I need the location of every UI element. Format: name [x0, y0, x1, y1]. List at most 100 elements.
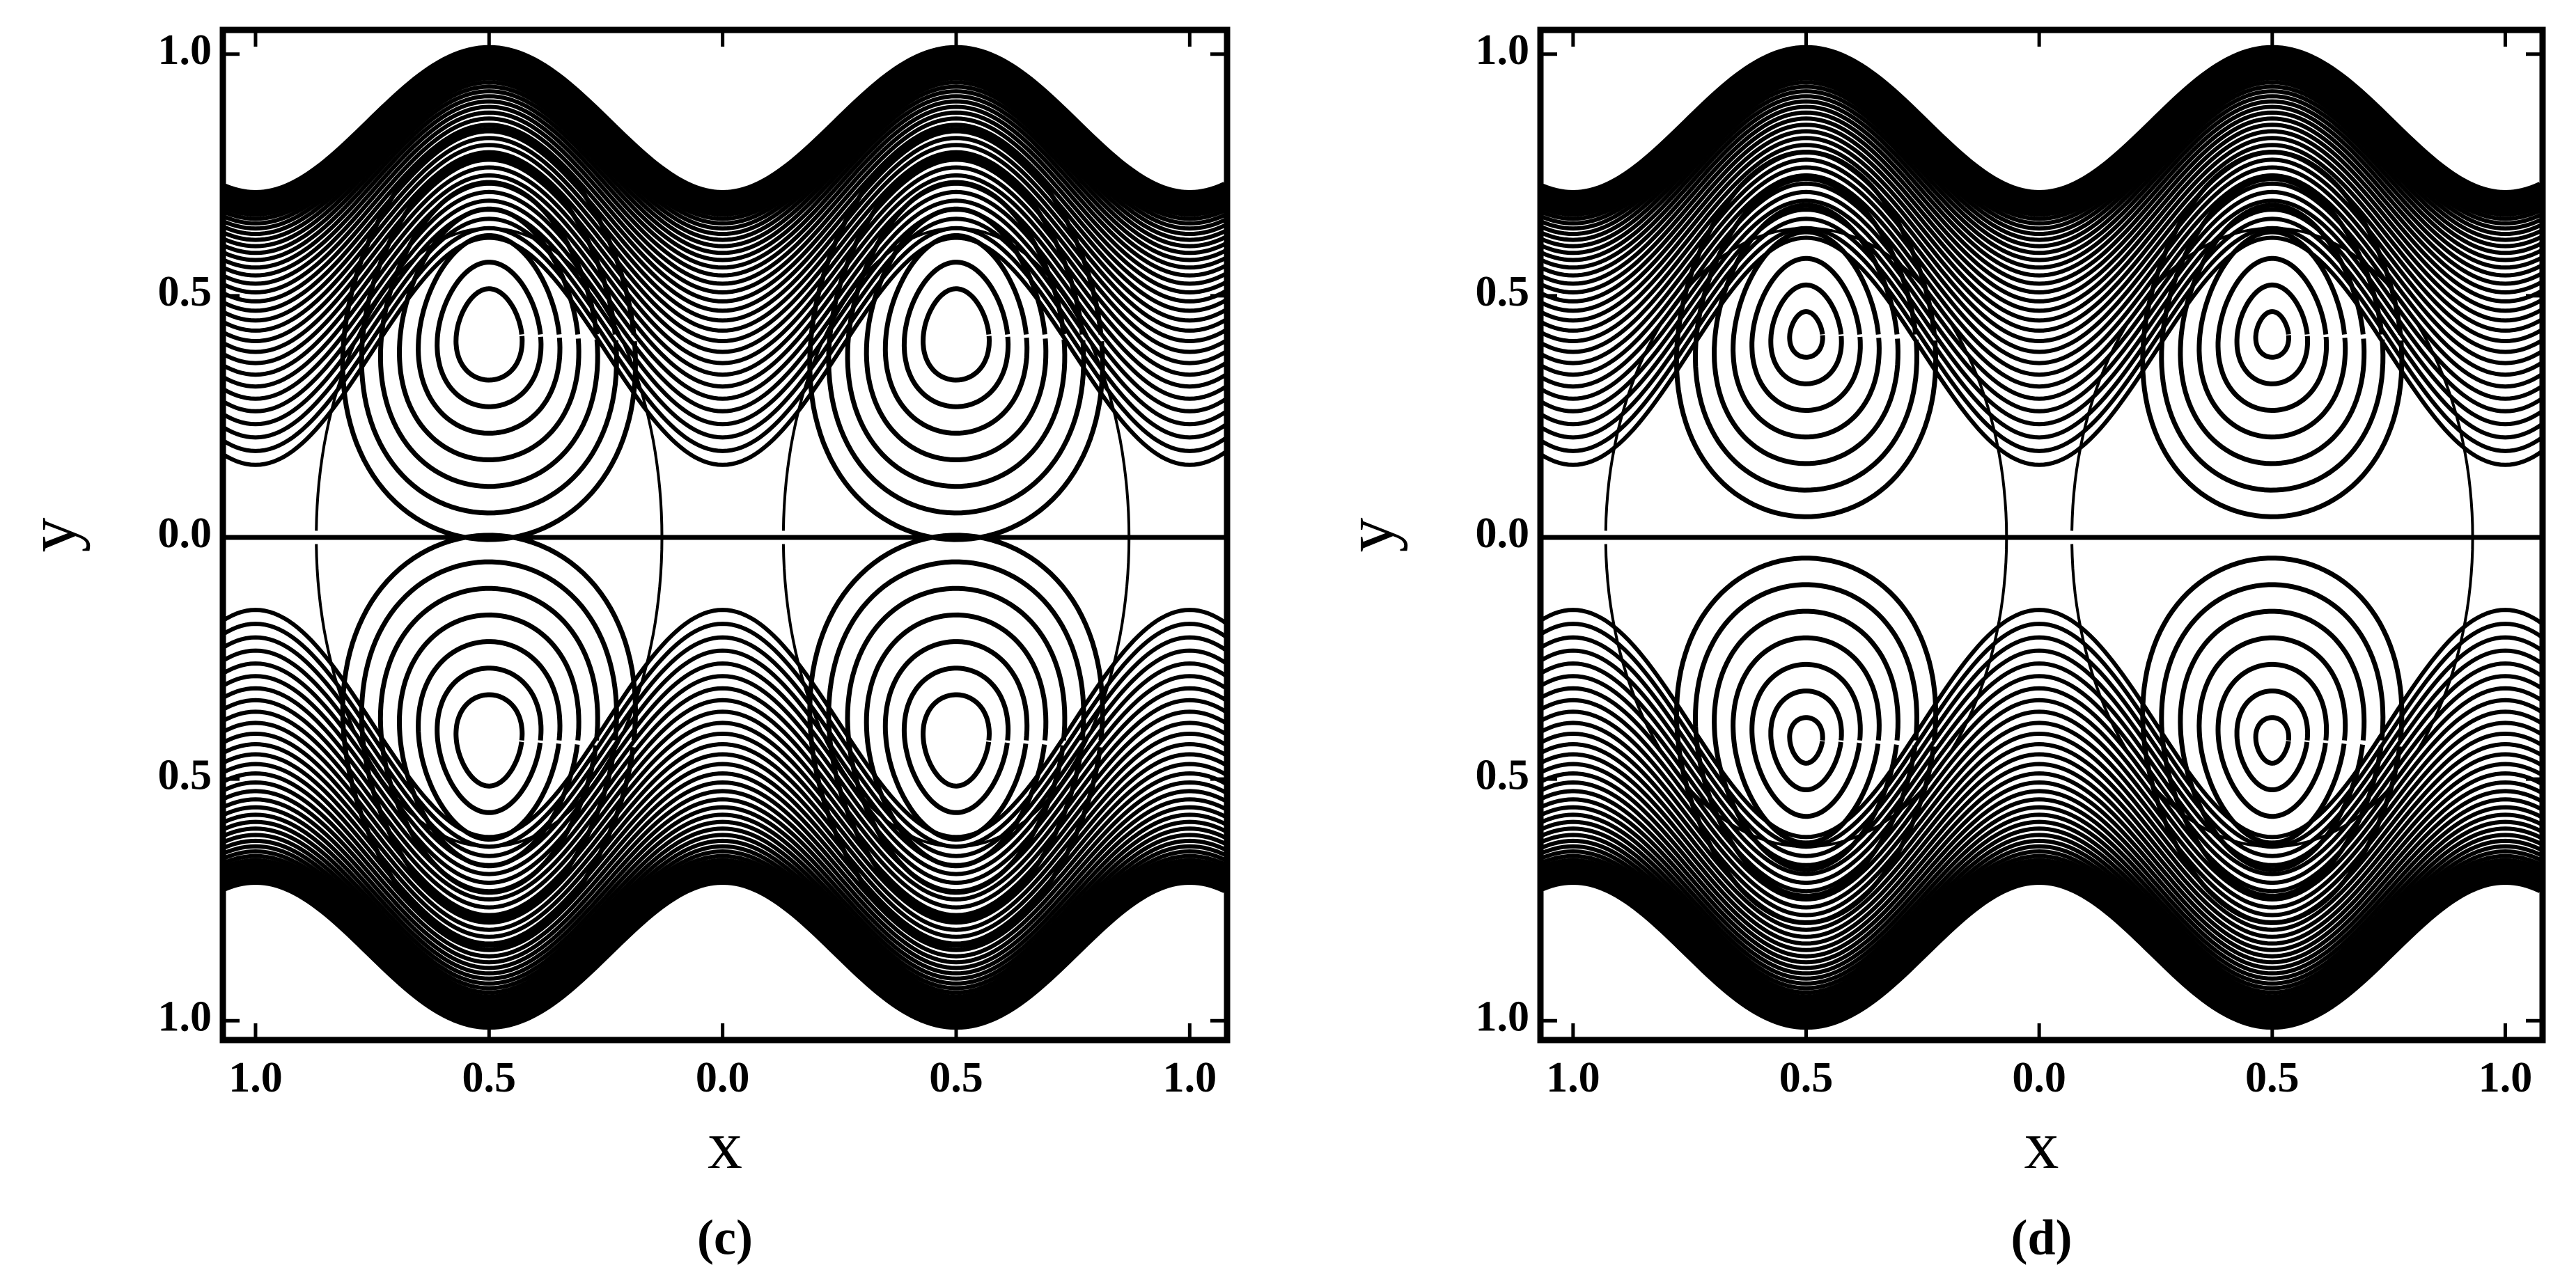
streamline	[1540, 674, 2543, 885]
streamline	[1604, 537, 2008, 849]
streamline	[921, 692, 992, 789]
streamline	[223, 674, 1227, 885]
streamline	[1768, 688, 1844, 792]
streamline	[223, 661, 1227, 876]
streamline	[223, 110, 1227, 286]
streamline	[340, 533, 638, 948]
x-tick-label: 0.0	[696, 1054, 750, 1101]
streamline	[845, 180, 1068, 489]
streamline	[223, 742, 1227, 932]
streamline	[1540, 838, 2543, 999]
streamline	[1693, 582, 1919, 899]
streamline	[2215, 255, 2329, 413]
streamline	[1540, 84, 2543, 249]
streamline	[921, 286, 992, 383]
streamline	[2070, 537, 2474, 849]
streamline	[315, 537, 664, 849]
streamline	[1540, 742, 2543, 932]
streamline	[223, 608, 1227, 840]
streamline	[1540, 226, 2543, 453]
plot-frame	[1537, 26, 2546, 1044]
streamline	[1540, 789, 2543, 965]
streamline	[1693, 176, 1919, 493]
streamline	[1540, 805, 2543, 976]
plot-area	[223, 45, 1227, 1030]
x-axis-title: x	[2024, 1106, 2059, 1183]
streamline	[397, 206, 581, 462]
streamline	[223, 752, 1227, 939]
streamline	[223, 805, 1227, 976]
streamline	[1540, 189, 2543, 401]
streamline	[1540, 622, 2543, 849]
streamline	[1540, 150, 2543, 343]
streamline	[2196, 229, 2348, 440]
streamline	[807, 533, 1105, 948]
streamline	[1540, 826, 2543, 991]
x-tick-label: 0.0	[2012, 1054, 2066, 1101]
x-tick-label: 1.0	[228, 1054, 283, 1101]
streamline	[453, 286, 525, 383]
streamline	[377, 585, 600, 895]
streamline	[901, 666, 1011, 815]
streamline	[223, 157, 1227, 354]
streamline	[1540, 129, 2543, 313]
streamline	[1540, 116, 2543, 294]
streamline	[223, 732, 1227, 925]
streamline	[882, 233, 1030, 436]
streamline	[1749, 661, 1863, 819]
streamline	[223, 181, 1227, 389]
y-tick-label: 1.0	[158, 993, 212, 1040]
streamline	[223, 867, 1227, 1030]
streamline	[1540, 780, 2543, 959]
streamline	[223, 76, 1227, 237]
streamline	[1540, 143, 2543, 333]
streamline	[416, 233, 563, 436]
panel-caption: (d)	[2011, 1210, 2072, 1266]
streamline	[223, 189, 1227, 401]
streamline	[2178, 203, 2367, 466]
streamline	[1540, 94, 2543, 262]
streamline	[807, 127, 1105, 542]
streamline	[2070, 226, 2474, 538]
streamline	[223, 812, 1227, 981]
streamline	[453, 692, 525, 789]
streamline	[223, 789, 1227, 965]
streamline	[1540, 45, 2543, 208]
streamline	[1540, 181, 2543, 389]
streamline	[223, 94, 1227, 262]
x-tick-label: 0.5	[929, 1054, 983, 1101]
streamline	[2140, 556, 2405, 925]
streamline	[864, 612, 1049, 869]
streamline	[1540, 99, 2543, 270]
streamline	[223, 68, 1227, 226]
streamline	[1540, 136, 2543, 323]
streamline	[826, 559, 1086, 922]
streamline	[2253, 715, 2291, 766]
streamline	[1540, 853, 2543, 1009]
streamline	[1540, 849, 2543, 1007]
streamline	[223, 80, 1227, 242]
streamline	[223, 45, 1227, 208]
streamline	[901, 260, 1011, 409]
streamline	[882, 639, 1030, 842]
streamline	[223, 84, 1227, 249]
x-axis-title: x	[708, 1106, 742, 1183]
streamline	[1787, 309, 1825, 360]
streamline	[1712, 203, 1900, 466]
streamline	[223, 143, 1227, 333]
streamline	[223, 123, 1227, 304]
streamline	[223, 797, 1227, 970]
streamline	[1731, 635, 1882, 846]
streamline	[340, 127, 638, 542]
streamline	[1540, 110, 2543, 286]
streamline	[1768, 282, 1844, 386]
streamline	[1712, 608, 1900, 872]
streamline	[223, 849, 1227, 1007]
streamline	[1540, 123, 2543, 304]
streamline	[1540, 867, 2543, 1030]
streamline	[1540, 89, 2543, 255]
streamline	[435, 666, 544, 815]
streamline	[223, 89, 1227, 255]
streamline	[1540, 819, 2543, 986]
